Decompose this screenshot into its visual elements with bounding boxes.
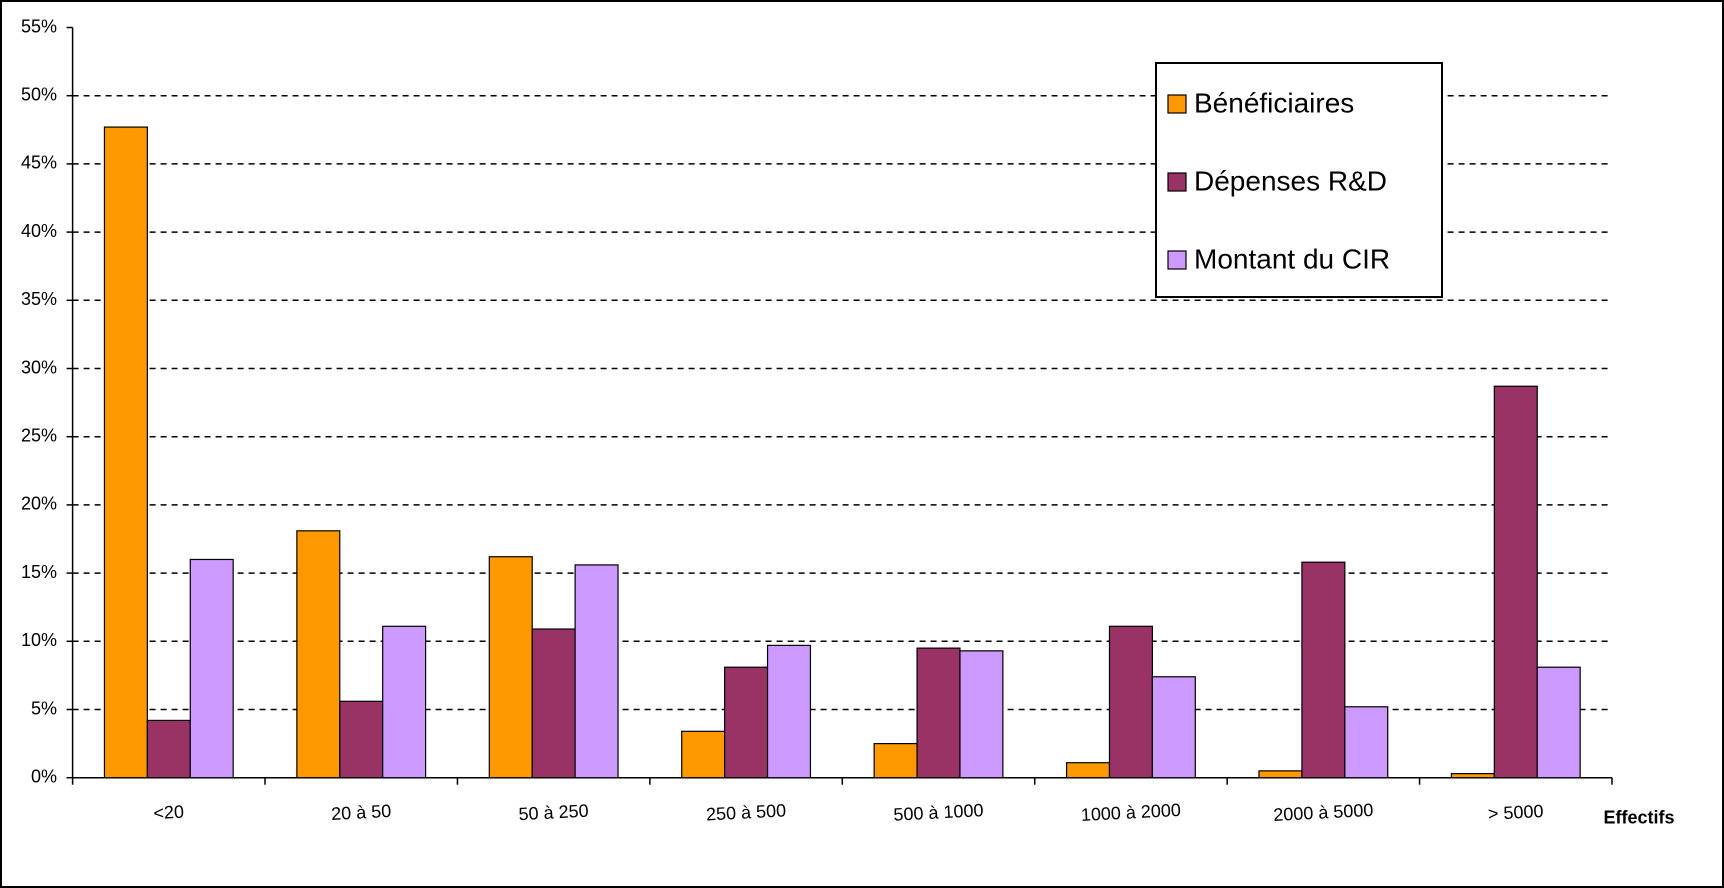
x-tick-label: 500 à 1000 (893, 800, 984, 825)
bar (1344, 706, 1389, 779)
bar (146, 719, 191, 779)
bar (1151, 676, 1196, 779)
x-tick-label: <20 (153, 802, 185, 824)
bar (873, 742, 918, 779)
bar (382, 625, 427, 779)
legend-label: Dépenses R&D (1194, 165, 1387, 196)
y-tick-label: 55% (21, 16, 57, 36)
x-tick-label: > 5000 (1487, 801, 1544, 824)
y-tick-label: 35% (21, 289, 57, 309)
x-tick-label: 250 à 500 (706, 800, 787, 824)
y-tick-label: 25% (21, 425, 57, 445)
legend-swatch (1167, 250, 1187, 270)
bar (916, 647, 961, 779)
legend-label: Bénéficiaires (1194, 87, 1354, 118)
bar (766, 644, 812, 779)
legend-swatch (1167, 94, 1187, 114)
y-tick-label: 30% (21, 357, 57, 377)
bar (1065, 762, 1111, 779)
bar (103, 126, 148, 779)
bar (959, 650, 1004, 779)
bar (189, 558, 234, 779)
y-tick-label: 5% (31, 698, 57, 718)
y-tick-label: 40% (21, 221, 57, 241)
bar (681, 730, 726, 779)
bar (1536, 666, 1581, 779)
bar (1258, 770, 1303, 779)
y-tick-label: 45% (21, 153, 57, 173)
legend-box (1155, 62, 1443, 298)
legend-swatch (1167, 172, 1187, 192)
bar (574, 564, 619, 779)
bar (724, 666, 769, 779)
y-tick-label: 15% (21, 562, 57, 582)
bar (488, 556, 533, 779)
bar (1108, 625, 1153, 779)
bar (1450, 773, 1495, 779)
bar (1301, 561, 1346, 779)
legend-label: Montant du CIR (1194, 243, 1390, 274)
x-tick-label: 50 à 250 (518, 801, 589, 825)
bar (296, 530, 341, 779)
y-tick-label: 0% (31, 766, 57, 786)
y-tick-label: 10% (21, 630, 57, 650)
y-tick-label: 50% (21, 84, 57, 104)
bar (531, 628, 576, 779)
x-tick-label: 20 à 50 (331, 801, 392, 824)
bar (339, 700, 384, 779)
bar (1493, 385, 1538, 779)
x-axis-label: Effectifs (1603, 807, 1674, 827)
y-tick-label: 20% (21, 494, 57, 514)
